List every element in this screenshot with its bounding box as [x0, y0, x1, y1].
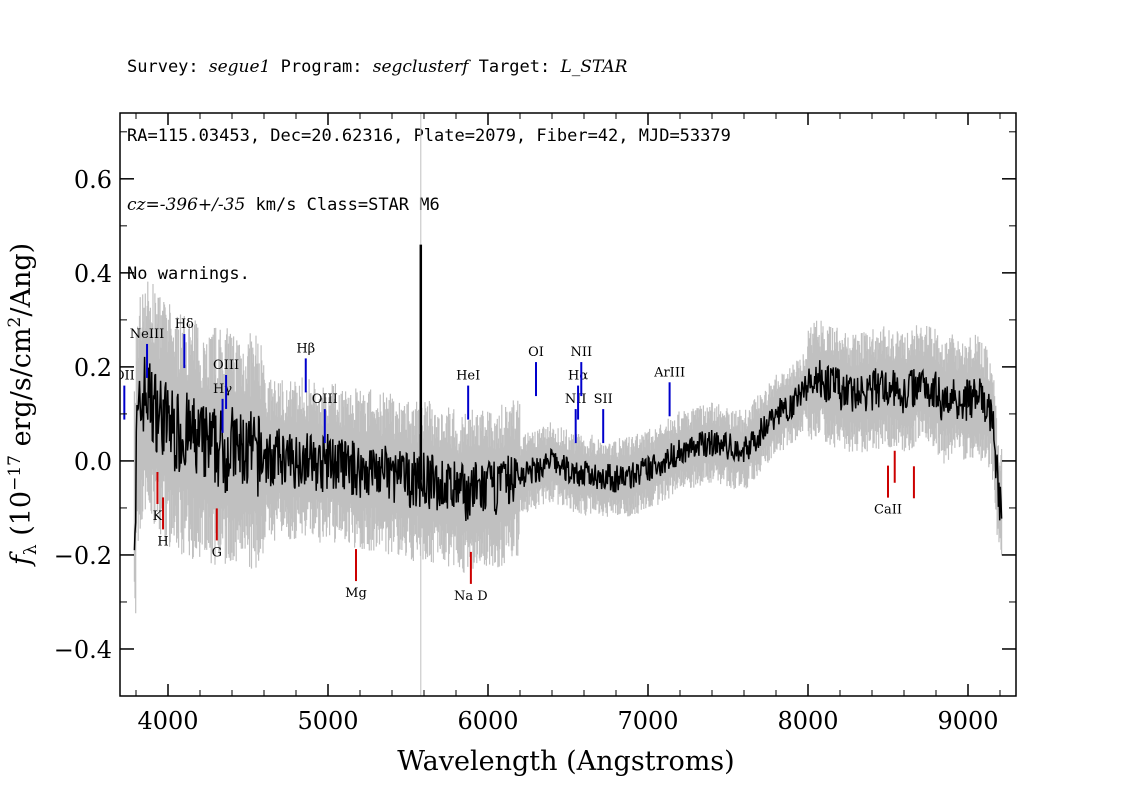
absorption-line-label: CaII: [874, 503, 902, 518]
emission-line-label: HeI: [456, 369, 480, 384]
y-tick-label: 0.6: [74, 166, 112, 194]
x-tick-label: 7000: [617, 707, 678, 735]
spectrum-header: Survey: segue1 Program: segclusterf Targ…: [127, 10, 731, 309]
absorption-line-label: H: [157, 534, 168, 549]
emission-line-label: OIII: [312, 392, 338, 407]
emission-line-label: SII: [594, 392, 613, 407]
header-line-1: Survey: segue1 Program: segclusterf Targ…: [127, 56, 731, 79]
svg-text:fλ (10−17 erg/s/cm2/Ang): fλ (10−17 erg/s/cm2/Ang): [5, 243, 41, 567]
y-tick-label: 0.0: [74, 448, 112, 476]
emission-line-label: Hα: [568, 369, 588, 384]
emission-line-label: OIII: [213, 358, 239, 373]
x-tick-label: 6000: [457, 707, 518, 735]
spectrum-line: [133, 356, 1003, 551]
absorption-line-label: K: [153, 509, 163, 524]
x-tick-label: 8000: [777, 707, 838, 735]
x-tick-label: 4000: [137, 707, 198, 735]
emission-line-label: NII: [570, 345, 592, 360]
plot-frame: [119, 112, 1017, 697]
y-axis-label: fλ (10−17 erg/s/cm2/Ang): [5, 243, 41, 567]
x-axis-label: Wavelength (Angstroms): [397, 746, 734, 777]
x-tick-label: 5000: [297, 707, 358, 735]
header-target-label: Target:: [468, 57, 561, 77]
header-line-2: RA=115.03453, Dec=20.62316, Plate=2079, …: [127, 126, 731, 146]
y-tick-label: 0.4: [74, 260, 112, 288]
emission-line-label: Hγ: [213, 382, 232, 397]
header-class: km/s Class=STAR M6: [245, 195, 440, 215]
error-band-path: [133, 281, 1003, 614]
absorption-line-label: G: [212, 545, 222, 560]
y-tick-label: 0.2: [74, 354, 112, 382]
y-tick-label: −0.4: [54, 636, 112, 664]
emission-line-label: NeIII: [130, 327, 164, 342]
emission-line-label: ArIII: [653, 365, 685, 380]
header-program-label: Program:: [270, 57, 373, 77]
y-tick-label: −0.2: [54, 542, 112, 570]
emission-line-label: OI: [528, 345, 544, 360]
header-line-3: cz=-396+/-35 km/s Class=STAR M6: [127, 194, 731, 217]
emission-line-label: OII: [114, 369, 135, 384]
emission-line-label: NII: [565, 392, 587, 407]
absorption-line-label: Mg: [345, 586, 367, 601]
spectrum-series: [133, 244, 1003, 551]
header-survey-label: Survey:: [127, 57, 209, 77]
header-survey-value: segue1: [208, 57, 271, 77]
absorption-line-label: Na D: [454, 589, 488, 604]
axes: 4000 5000 6000 7000 8000 9000 −0.4 −0.2 0.0 0.2 0.…: [54, 113, 1016, 735]
header-target-value: L_STAR: [560, 57, 628, 77]
header-program-value: segclusterf: [372, 57, 469, 77]
header-redshift: cz=-396+/-35: [127, 195, 246, 215]
emission-line-label: Hδ: [175, 317, 194, 332]
emission-line-label: Hβ: [296, 341, 315, 356]
x-tick-label: 9000: [937, 707, 998, 735]
header-line-4: No warnings.: [127, 264, 250, 284]
